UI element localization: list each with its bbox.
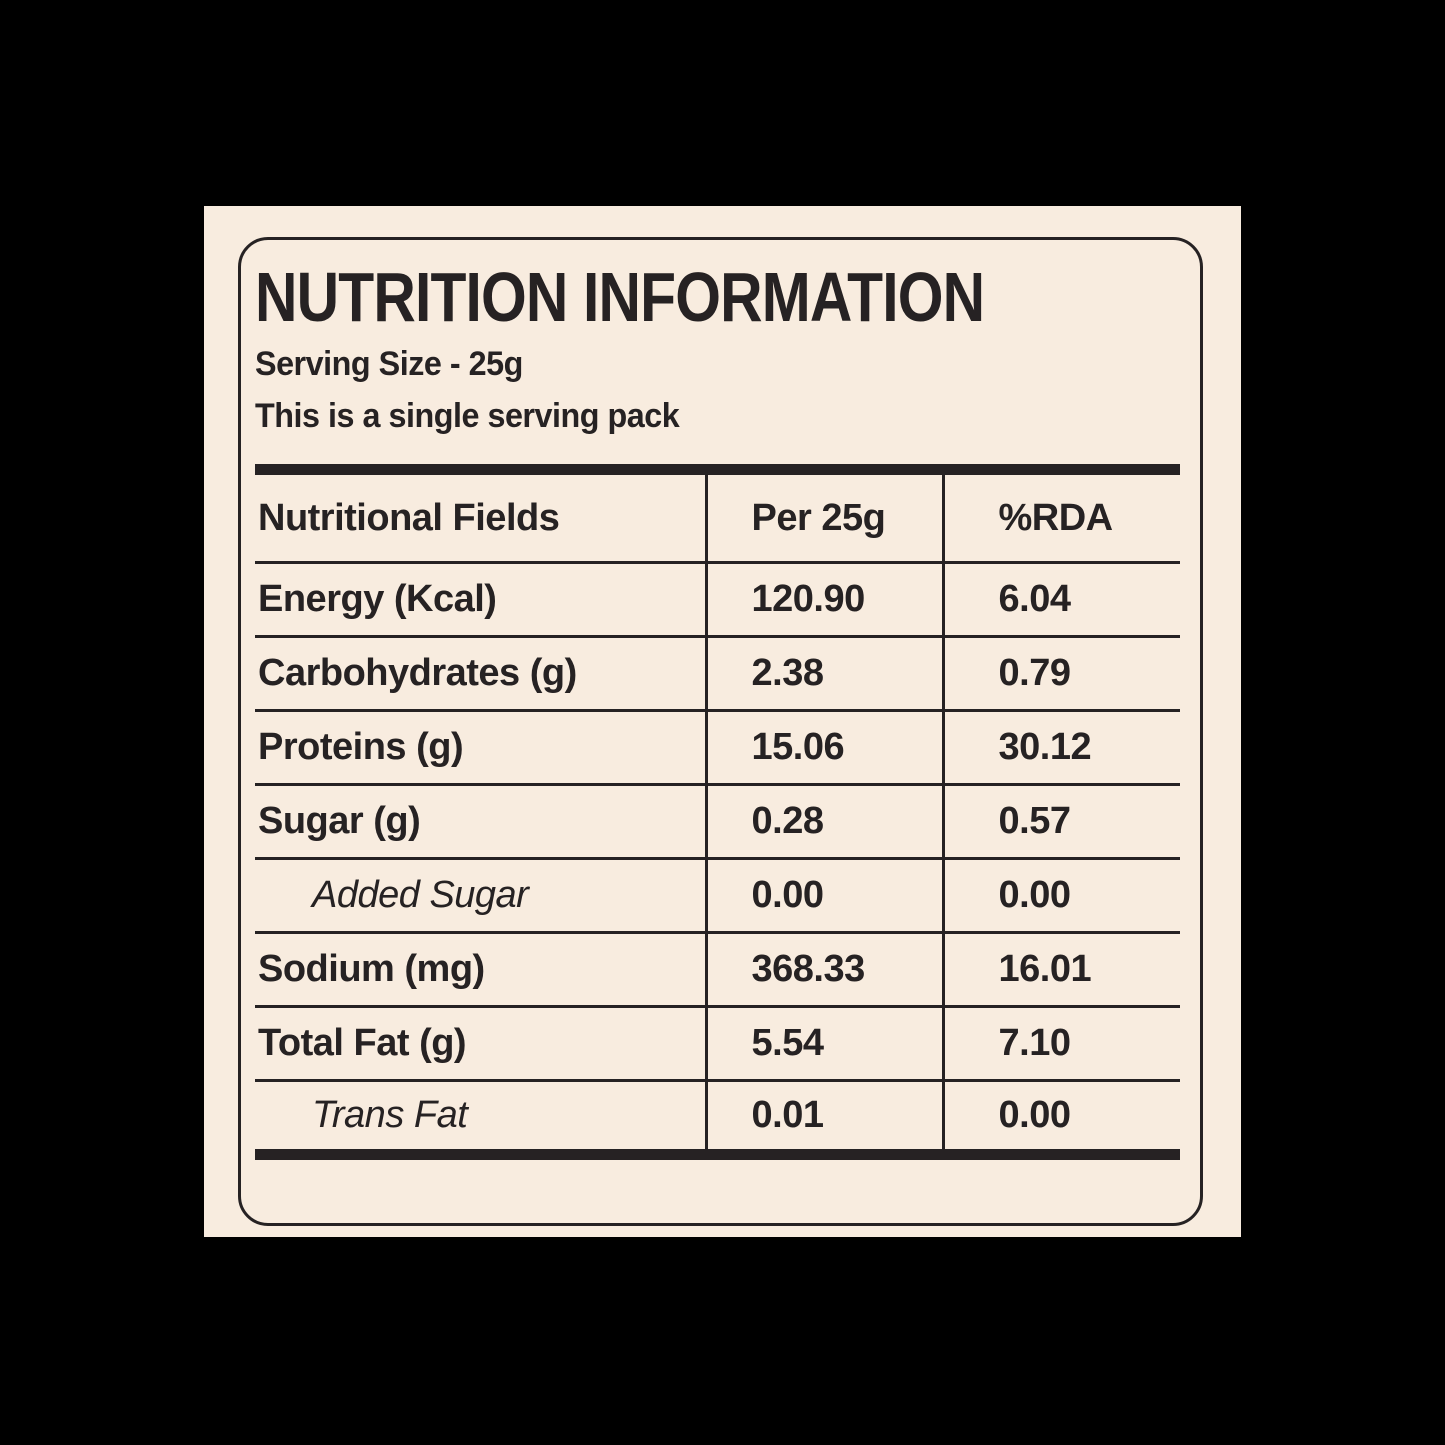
table-row-proteins: Proteins (g) 15.06 30.12 <box>255 710 1180 786</box>
row-rda: 0.00 <box>941 1080 1180 1155</box>
nutrition-label-panel: NUTRITION INFORMATION Serving Size - 25g… <box>204 206 1241 1237</box>
row-label: Total Fat (g) <box>255 1006 706 1082</box>
row-rda: 7.10 <box>941 1006 1180 1082</box>
single-serving-note: This is a single serving pack <box>255 397 680 435</box>
table-row-sugar: Sugar (g) 0.28 0.57 <box>255 784 1180 860</box>
nutrition-title: NUTRITION INFORMATION <box>255 258 985 336</box>
table-row-trans-fat: Trans Fat 0.01 0.00 <box>255 1080 1180 1155</box>
table-header-row: Nutritional Fields Per 25g %RDA <box>255 469 1180 564</box>
row-per25g: 15.06 <box>704 710 943 786</box>
row-per25g: 368.33 <box>704 932 943 1008</box>
row-per25g: 0.00 <box>704 858 943 934</box>
row-per25g: 0.01 <box>704 1080 943 1155</box>
row-rda: 0.57 <box>941 784 1180 860</box>
table-row-total-fat: Total Fat (g) 5.54 7.10 <box>255 1006 1180 1082</box>
row-label: Carbohydrates (g) <box>255 636 706 712</box>
table-row-energy: Energy (Kcal) 120.90 6.04 <box>255 562 1180 638</box>
row-rda: 30.12 <box>941 710 1180 786</box>
row-label: Energy (Kcal) <box>255 562 706 638</box>
row-rda: 0.79 <box>941 636 1180 712</box>
rounded-border-frame <box>238 237 1203 1226</box>
table-row-sodium: Sodium (mg) 368.33 16.01 <box>255 932 1180 1008</box>
row-per25g: 2.38 <box>704 636 943 712</box>
table-row-carbohydrates: Carbohydrates (g) 2.38 0.79 <box>255 636 1180 712</box>
row-label: Sugar (g) <box>255 784 706 860</box>
row-rda: 0.00 <box>941 858 1180 934</box>
row-label: Added Sugar <box>255 858 706 934</box>
column-header-rda: %RDA <box>941 469 1180 564</box>
row-per25g: 5.54 <box>704 1006 943 1082</box>
nutrition-table: Nutritional Fields Per 25g %RDA Energy (… <box>255 464 1180 1160</box>
row-label: Trans Fat <box>312 1094 468 1136</box>
table-row-added-sugar: Added Sugar 0.00 0.00 <box>255 858 1180 934</box>
row-label: Proteins (g) <box>255 710 706 786</box>
row-per25g: 0.28 <box>704 784 943 860</box>
serving-size-text: Serving Size - 25g <box>255 345 523 383</box>
row-per25g: 120.90 <box>704 562 943 638</box>
row-rda: 16.01 <box>941 932 1180 1008</box>
row-label: Sodium (mg) <box>255 932 706 1008</box>
column-header-per25g: Per 25g <box>704 469 943 564</box>
row-rda: 6.04 <box>941 562 1180 638</box>
column-header-fields: Nutritional Fields <box>255 469 706 564</box>
